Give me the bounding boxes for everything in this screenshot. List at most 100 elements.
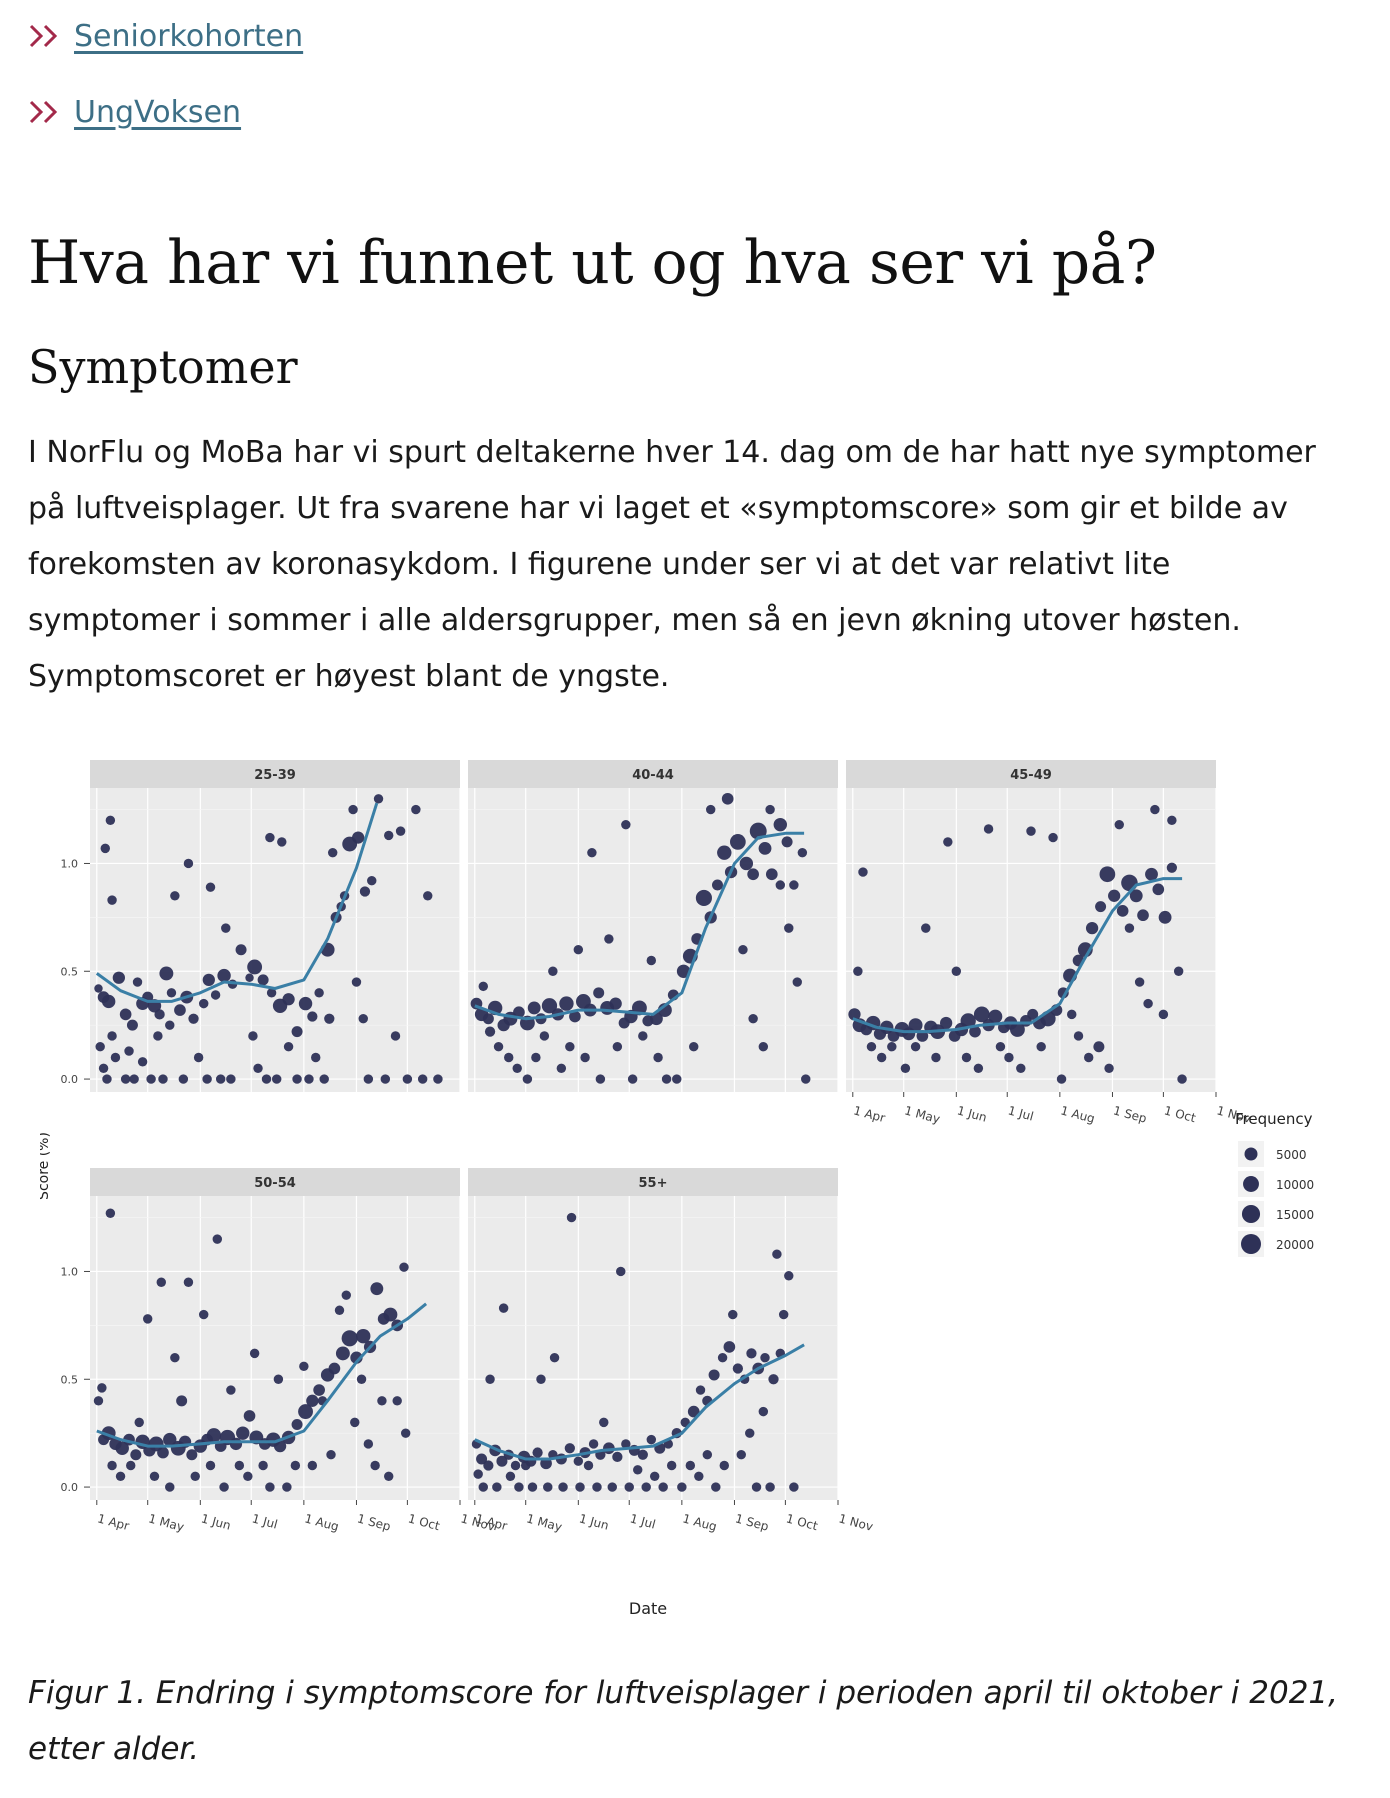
data-point <box>962 1053 971 1062</box>
data-point <box>1095 901 1106 912</box>
data-point <box>146 1074 155 1083</box>
data-point <box>320 1074 329 1083</box>
data-point <box>194 1053 203 1062</box>
data-point <box>558 1482 567 1491</box>
y-tick-label: 0.0 <box>61 1073 79 1086</box>
data-point <box>359 1014 368 1023</box>
facet-panel-55+: 55+1 Apr 1 May 1 Jun 1 Jul 1 Aug 1 Sep 1 Oct 1 … <box>468 1168 875 1534</box>
data-point <box>760 1353 769 1362</box>
data-point <box>157 1447 169 1459</box>
data-point <box>1145 868 1158 881</box>
data-point <box>1159 1010 1168 1019</box>
data-point <box>352 831 364 843</box>
data-point <box>737 1450 746 1459</box>
data-point <box>1143 999 1152 1008</box>
data-point <box>364 1074 373 1083</box>
data-point <box>396 826 405 835</box>
data-point <box>113 972 125 984</box>
data-point <box>784 1271 793 1280</box>
link-row-seniorkohorten: Seniorkohorten <box>28 18 303 54</box>
data-point <box>575 1482 584 1491</box>
data-point <box>138 1057 147 1066</box>
data-point <box>299 997 312 1010</box>
x-tick-label: 1 May <box>903 1103 942 1126</box>
data-point <box>772 1250 781 1259</box>
data-point <box>733 1363 743 1373</box>
data-point <box>647 1435 656 1444</box>
legend-label: 15000 <box>1276 1208 1314 1222</box>
data-point <box>1121 875 1138 892</box>
data-point <box>747 868 759 880</box>
data-point <box>102 1074 111 1083</box>
data-point <box>154 1009 164 1019</box>
data-point <box>1177 1074 1186 1083</box>
data-point <box>730 834 746 850</box>
data-point <box>759 842 772 855</box>
data-point <box>559 996 573 1010</box>
data-point <box>638 1450 648 1460</box>
data-point <box>102 995 115 1008</box>
legend-title: Frequency <box>1235 1110 1313 1128</box>
data-point <box>94 1396 103 1405</box>
data-point <box>1004 1053 1013 1062</box>
x-tick-label: 1 Jun <box>578 1511 611 1532</box>
data-point <box>728 1310 737 1319</box>
data-point <box>738 945 747 954</box>
data-point <box>653 1053 662 1062</box>
data-point <box>126 1461 135 1470</box>
data-point <box>479 982 488 991</box>
data-point <box>392 1396 401 1405</box>
data-point <box>94 984 102 992</box>
x-tick-label: 1 Aug <box>681 1511 718 1534</box>
data-point <box>612 1452 622 1462</box>
data-point <box>1036 1042 1045 1051</box>
data-point <box>703 1450 712 1459</box>
data-point <box>748 1014 757 1023</box>
data-point <box>740 857 753 870</box>
legend-point <box>1242 1205 1260 1223</box>
data-point <box>499 1303 508 1312</box>
data-point <box>150 1472 159 1481</box>
data-point <box>153 1031 162 1040</box>
data-point <box>308 1461 317 1470</box>
data-point <box>709 1369 720 1380</box>
legend-point <box>1243 1176 1259 1192</box>
data-point <box>1125 923 1134 932</box>
data-point <box>184 859 193 868</box>
data-point <box>384 831 393 840</box>
data-point <box>633 1465 642 1474</box>
link-seniorkohorten[interactable]: Seniorkohorten <box>74 19 303 54</box>
data-point <box>858 867 867 876</box>
data-point <box>506 1472 515 1481</box>
data-point <box>258 1461 267 1470</box>
data-point <box>130 1449 141 1460</box>
double-chevron-right-icon <box>28 22 62 50</box>
data-point <box>157 1278 166 1287</box>
data-point <box>1104 1064 1113 1073</box>
data-point <box>101 844 110 853</box>
data-point <box>610 997 622 1009</box>
data-point <box>625 1482 634 1491</box>
data-point <box>662 1074 671 1083</box>
data-point <box>314 988 323 997</box>
data-point <box>184 1278 193 1287</box>
data-point <box>116 1472 125 1481</box>
body-paragraph: I NorFlu og MoBa har vi spurt deltakerne… <box>28 425 1348 705</box>
data-point <box>628 1074 637 1083</box>
data-point <box>724 1341 736 1353</box>
data-point <box>548 967 557 976</box>
link-ungvoksen[interactable]: UngVoksen <box>74 95 241 130</box>
data-point <box>765 1482 774 1491</box>
data-point <box>188 1014 198 1024</box>
data-point <box>258 974 269 985</box>
data-point <box>1057 1074 1066 1083</box>
data-point <box>174 1004 186 1016</box>
data-point <box>921 923 930 932</box>
data-point <box>111 1053 120 1062</box>
data-point <box>483 1013 494 1024</box>
data-point <box>543 1482 552 1491</box>
data-point <box>216 1074 225 1083</box>
data-point <box>540 1031 549 1040</box>
x-tick-label: 1 Jul <box>628 1511 657 1531</box>
data-point <box>262 1074 271 1083</box>
